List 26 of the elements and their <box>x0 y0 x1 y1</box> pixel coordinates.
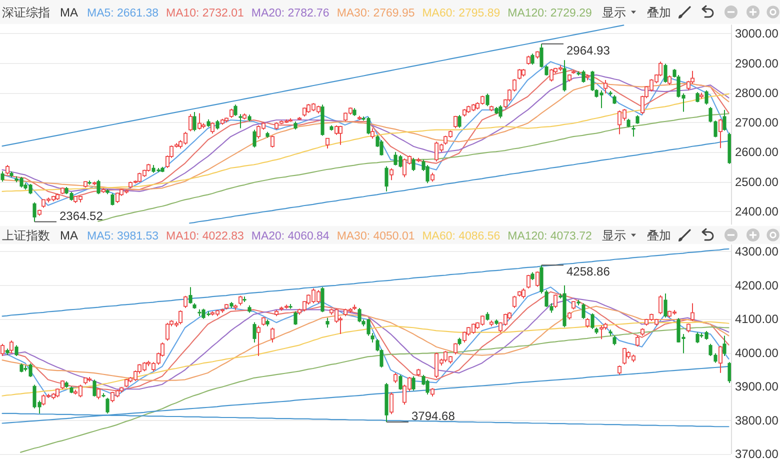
legend: MA MA5: 3981.53 MA10: 4022.83 MA20: 4060.84 MA30: 4050.01 MA60: 4086.56 MA120: 4073.72 <box>60 228 592 242</box>
y-tick-label: 3700.00 <box>735 447 779 460</box>
y-tick-label: 3800.00 <box>735 413 779 428</box>
y-tick-label: 4100.00 <box>735 312 779 326</box>
y-tick-label: 4000.00 <box>735 346 779 360</box>
annotation: 2964.93 <box>566 43 610 58</box>
y-tick-label: 3000.00 <box>735 26 779 41</box>
text: 叠加 <box>647 228 671 242</box>
y-tick-label: 3900.00 <box>735 380 779 394</box>
y-tick-label: 2700.00 <box>735 116 779 130</box>
y-tick-label: 2400.00 <box>735 204 779 218</box>
y-tick-label: 2500.00 <box>735 174 779 189</box>
annotation: 2364.52 <box>60 208 103 223</box>
text: 叠加 <box>647 5 671 20</box>
y-tick-label: 4200.00 <box>735 278 779 292</box>
y-tick-label: 2600.00 <box>735 145 779 160</box>
text: 显示 <box>602 228 626 242</box>
y-tick-label: 4300.00 <box>735 244 779 258</box>
annotation: 3794.68 <box>412 409 455 423</box>
y-tick-label: 2800.00 <box>735 86 779 100</box>
annotation: 4258.86 <box>566 264 610 279</box>
chart-title: 上证指数 <box>2 228 50 242</box>
chart-title: 深证综指 <box>2 5 50 20</box>
legend: MA MA5: 2661.38 MA10: 2732.01 MA20: 2782.76 MA30: 2769.95 MA60: 2795.89 MA120: 2729.29 <box>60 5 592 20</box>
y-tick-label: 2900.00 <box>735 56 779 70</box>
text: 显示 <box>602 5 626 20</box>
